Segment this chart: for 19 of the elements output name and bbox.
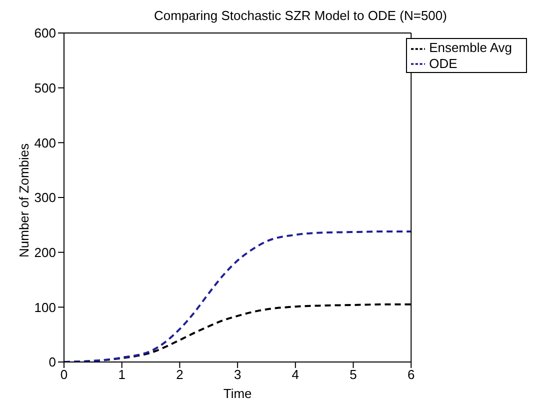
y-tick-label: 100 — [34, 300, 56, 315]
y-tick-label: 300 — [34, 190, 56, 206]
y-tick-label: 500 — [34, 80, 56, 96]
x-axis-title: Time — [223, 386, 252, 401]
y-axis-title: Number of Zombies — [16, 142, 32, 258]
x-tick-label: 1 — [118, 367, 126, 382]
y-tick-label: 200 — [34, 244, 56, 260]
y-tick-label: 600 — [34, 26, 56, 41]
y-tick-label: 400 — [34, 135, 56, 150]
legend-label: Ensemble Avg — [429, 40, 512, 55]
y-tick-label: 0 — [48, 354, 56, 370]
x-tick-label: 6 — [408, 367, 415, 382]
legend-label: ODE — [429, 56, 458, 71]
x-tick-label: 5 — [350, 367, 357, 382]
x-tick-label: 2 — [176, 367, 184, 382]
x-tick-label: 3 — [234, 367, 242, 382]
x-tick-label: 0 — [60, 367, 68, 382]
x-tick-label: 4 — [292, 367, 300, 382]
chart-title: Comparing Stochastic SZR Model to ODE (N=500) — [153, 8, 448, 23]
